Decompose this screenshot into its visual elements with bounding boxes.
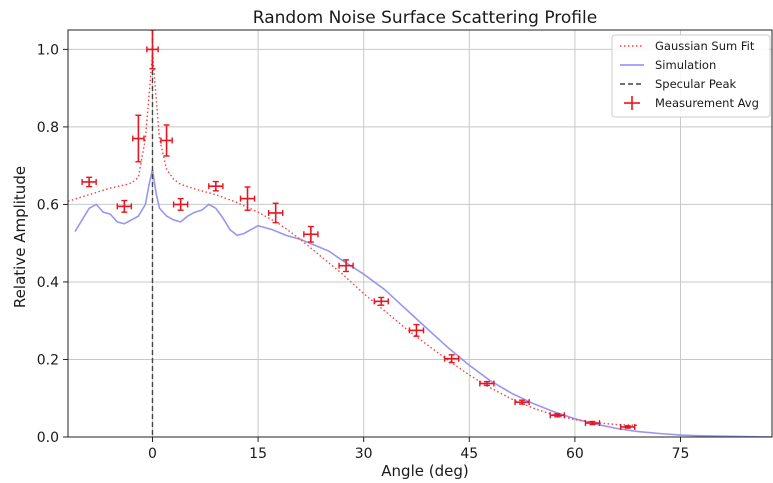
measurement-point [146,30,159,70]
x-axis-label: Angle (deg) [381,462,468,480]
legend-entry: Gaussian Sum Fit [620,39,755,53]
axes: 0 15 30 45 60 75 0.0 0.2 0.4 0.6 0.8 1.0 [37,29,773,462]
measurement-point [239,186,256,211]
measurement-point [619,423,636,430]
legend-entry: Simulation [620,58,716,72]
measurement-point [267,202,284,224]
measurement-point [584,420,601,427]
legend-box [611,34,771,118]
x-tick-label: 45 [460,446,478,462]
legend-label: Specular Peak [655,77,737,91]
x-tick-label: 15 [249,446,267,462]
measurement-point [208,180,224,192]
measurement-point [514,399,530,406]
measurement-point [443,354,460,364]
measurement-point [549,412,566,419]
y-tick-label: 0.0 [37,430,59,446]
legend-entry: Measurement Avg [624,96,759,110]
measurement-point [81,176,97,188]
legend-entry: Specular Peak [620,77,737,91]
x-tick-label: 75 [672,446,690,462]
chart-title: Random Noise Surface Scattering Profile [253,8,597,28]
axes-frame [67,29,773,438]
gaussian-fit-line [68,53,639,427]
clipped-series [68,30,772,437]
measurement-point [160,124,173,157]
measurement-point [116,199,133,213]
y-tick-label: 0.4 [37,275,59,291]
x-tick-label: 30 [355,446,373,462]
legend-label: Measurement Avg [655,96,759,110]
y-tick-label: 1.0 [37,42,59,58]
measurement-point [303,225,319,243]
measurement-point [479,380,495,387]
measurement-point [132,114,145,163]
measurement-point [408,323,425,337]
legend-label: Simulation [655,58,716,72]
plot-area [68,30,772,437]
y-tick-label: 0.2 [37,352,59,368]
y-tick-label: 0.8 [37,120,59,136]
simulation-line [74,169,772,437]
y-tick-label: 0.6 [37,197,59,213]
y-axis-label: Relative Amplitude [11,166,29,308]
measurement-point [172,197,189,211]
legend-label: Gaussian Sum Fit [655,39,755,53]
x-tick-label: 60 [566,446,584,462]
measurement-point [338,259,354,273]
measurement-point [373,296,390,306]
legend: Gaussian Sum Fit Simulation Specular Peak M… [611,34,771,118]
x-tick-label: 0 [148,446,157,462]
